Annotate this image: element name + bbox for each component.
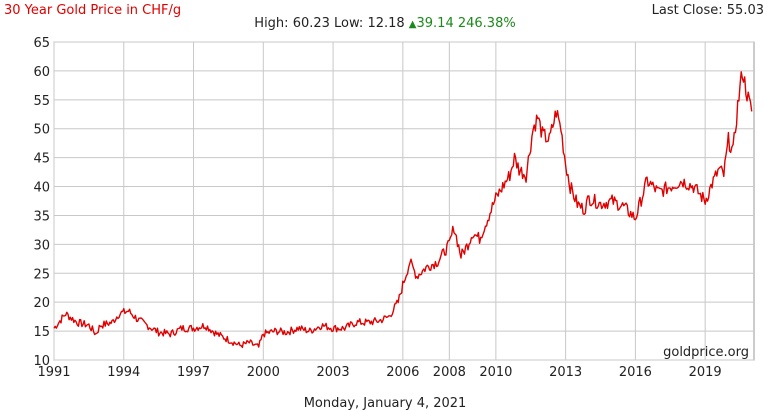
y-tick-label: 15 bbox=[33, 325, 50, 340]
x-tick-label: 1994 bbox=[107, 365, 140, 380]
last-close-label: Last Close: 55.03 bbox=[651, 3, 764, 18]
y-tick-label: 45 bbox=[33, 152, 50, 167]
y-tick-label: 10 bbox=[33, 354, 50, 369]
x-tick-label: 2008 bbox=[433, 365, 466, 380]
y-tick-label: 55 bbox=[33, 94, 50, 109]
high-low-text: High: 60.23 Low: 12.18 bbox=[254, 16, 405, 31]
change-text: 39.14 246.38% bbox=[416, 16, 516, 31]
y-tick-label: 65 bbox=[33, 36, 50, 51]
x-tick-label: 2013 bbox=[549, 365, 582, 380]
x-tick-label: 1991 bbox=[37, 365, 70, 380]
plot-area bbox=[53, 41, 755, 361]
y-tick-label: 50 bbox=[33, 123, 50, 138]
up-triangle-icon: ▲ bbox=[408, 19, 417, 30]
x-tick-label: 2000 bbox=[247, 365, 280, 380]
y-tick-label: 35 bbox=[33, 209, 50, 224]
price-stats: High: 60.23 Low: 12.18 ▲39.14 246.38% bbox=[0, 16, 770, 31]
x-tick-label: 2010 bbox=[479, 365, 512, 380]
y-tick-label: 30 bbox=[33, 238, 50, 253]
y-tick-label: 40 bbox=[33, 181, 50, 196]
axis-ticks: 10 15 20 25 30 35 40 45 50 55 60 65 1991 1994 1997 2000… bbox=[33, 36, 721, 380]
date-label: Monday, January 4, 2021 bbox=[303, 396, 467, 411]
y-tick-label: 25 bbox=[33, 267, 50, 282]
x-tick-label: 2003 bbox=[317, 365, 350, 380]
watermark: goldprice.org bbox=[663, 345, 749, 360]
y-tick-label: 20 bbox=[33, 296, 50, 311]
x-tick-label: 2006 bbox=[386, 365, 419, 380]
y-tick-label: 60 bbox=[33, 65, 50, 80]
grid bbox=[53, 41, 754, 361]
x-tick-label: 2019 bbox=[689, 365, 722, 380]
chart-title: 30 Year Gold Price in CHF/g bbox=[4, 3, 182, 18]
x-tick-label: 1997 bbox=[177, 365, 210, 380]
price-line bbox=[53, 71, 753, 349]
x-tick-label: 2016 bbox=[619, 365, 652, 380]
